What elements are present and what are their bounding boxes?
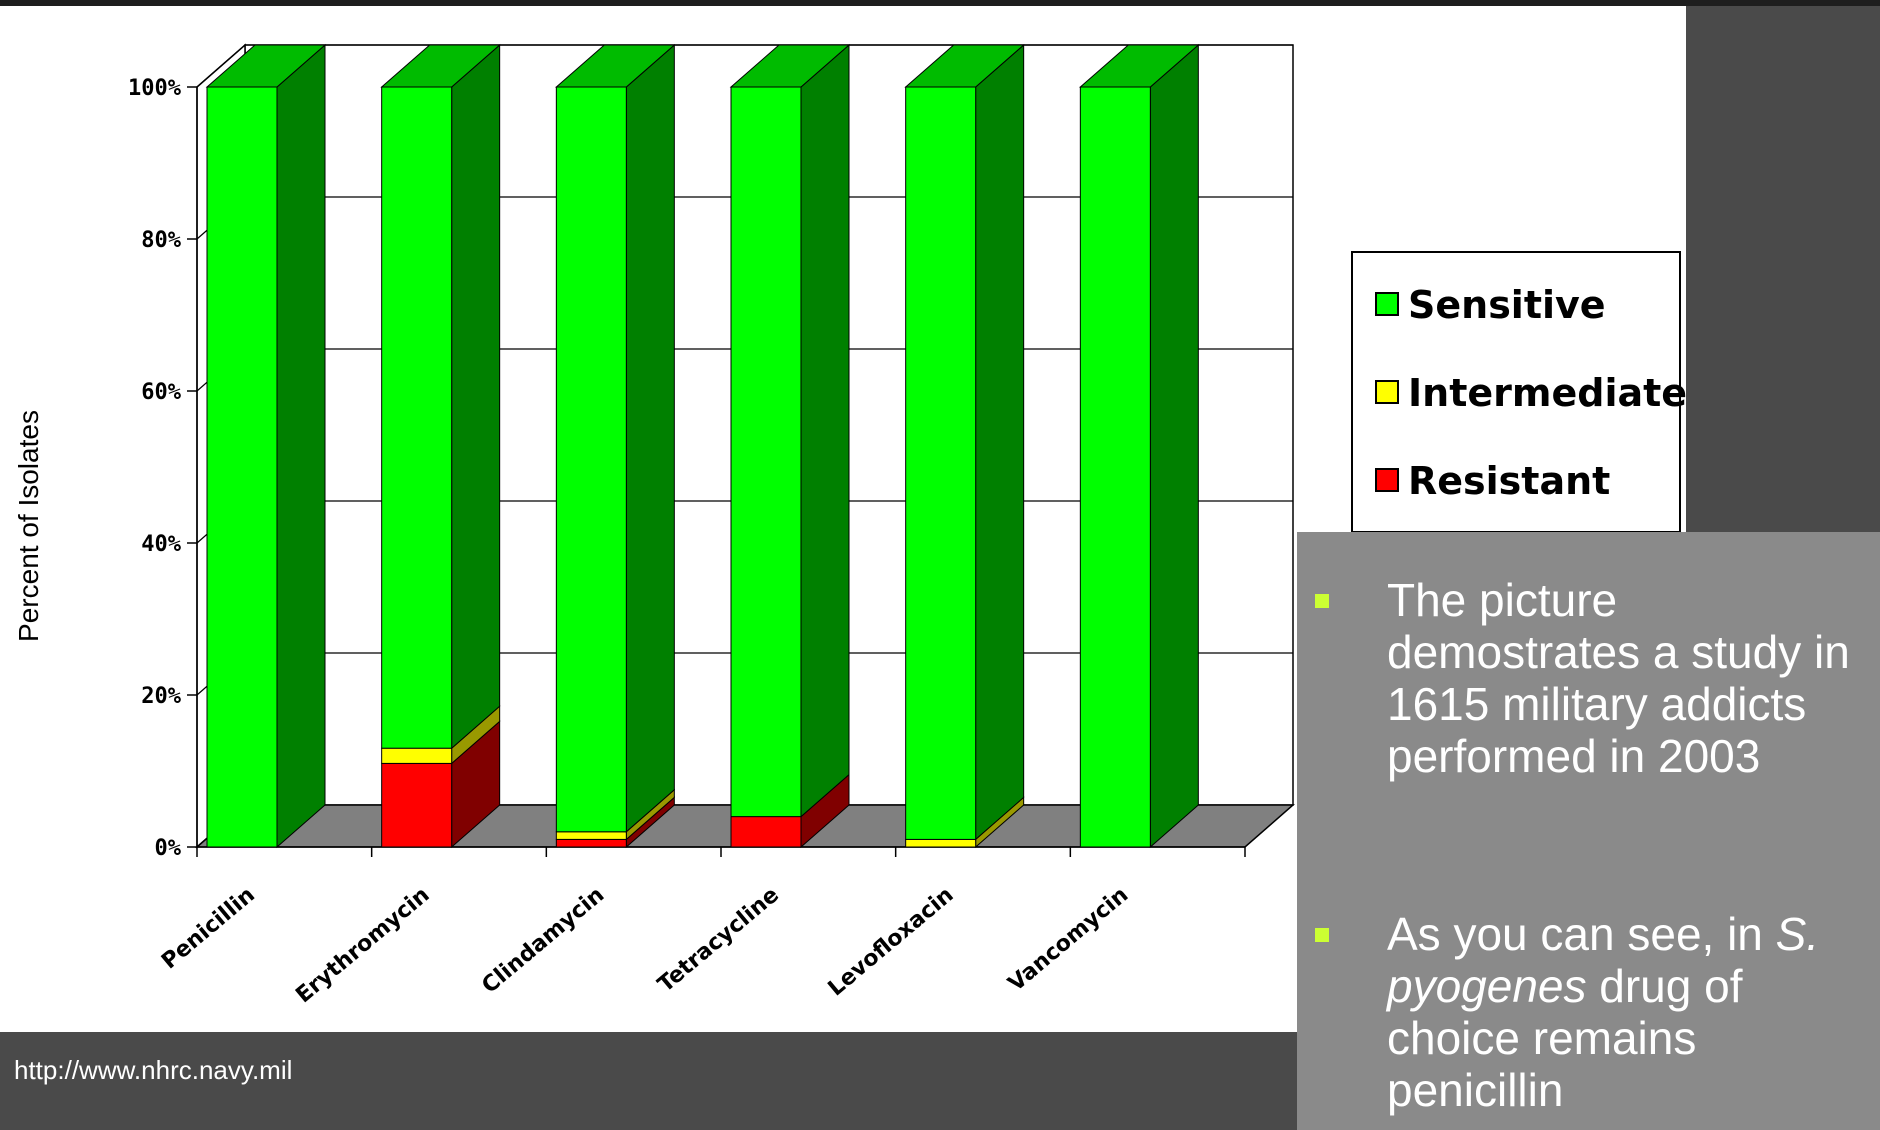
bar-segment [905, 838, 977, 848]
y-tick-label: 100% [128, 76, 182, 101]
bar-segment [1079, 86, 1151, 848]
bullet-textbox: The picture demostrates a study in 1615 … [1297, 532, 1880, 1130]
bar-segment [555, 831, 627, 840]
x-tick-label: Penicillin [157, 882, 260, 974]
y-tick-label: 20% [141, 684, 181, 709]
bar-segment [730, 86, 802, 818]
bar-top [904, 44, 1025, 88]
bar-side [625, 43, 675, 833]
legend-swatch [1375, 468, 1399, 492]
legend-swatch [1375, 380, 1399, 404]
bullet-square-icon [1315, 594, 1329, 608]
bullet-text: The picture demostrates a study in 1615 … [1387, 574, 1850, 782]
bar-segment [206, 86, 278, 848]
bar-side [451, 43, 501, 750]
bullet-text-part: drug of choice remains penicillin [1387, 960, 1743, 1116]
bar-top [729, 44, 851, 88]
legend-box [1351, 251, 1681, 533]
bar-segment [381, 86, 453, 749]
bar-top [205, 44, 327, 88]
bar-side [975, 43, 1025, 841]
bar-top [555, 44, 676, 88]
bar-segment [381, 747, 453, 764]
bar-top [1079, 44, 1200, 88]
legend-swatch [1375, 292, 1399, 316]
legend-label: Intermediate [1408, 371, 1686, 415]
y-tick-label: 60% [141, 380, 181, 405]
bar-top [380, 44, 501, 88]
bar-segment [555, 86, 627, 833]
legend-label: Resistant [1408, 459, 1610, 503]
bullet-text: As you can see, in S. pyogenes drug of c… [1387, 908, 1872, 1116]
source-url: http://www.nhrc.navy.mil [14, 1055, 293, 1085]
bullet-text-italic: S. pyogenes [1387, 908, 1820, 1012]
bar-side [1149, 43, 1199, 849]
x-tick-label: Tetracycline [653, 882, 783, 997]
y-tick-label: 0% [155, 836, 182, 861]
bar-side [800, 43, 850, 818]
x-tick-label: Vancomycin [1004, 882, 1133, 996]
legend-label: Sensitive [1408, 283, 1606, 327]
gridline [196, 44, 1293, 88]
y-tick-label: 80% [141, 228, 181, 253]
x-tick-label: Erythromycin [291, 882, 434, 1008]
bullet-square-icon [1315, 928, 1329, 942]
stacked-bar-chart: 0% 20% 40% 60% 80% 100% Percent of Isolates Pen… [13, 43, 1686, 1008]
bar-segment [905, 86, 977, 840]
bullet-text-part: As you can see, in [1387, 908, 1776, 960]
bar-segment [381, 762, 453, 848]
y-axis-title: Percent of Isolates [13, 410, 44, 642]
y-tick-label: 40% [141, 532, 181, 557]
bar-segment [555, 838, 627, 848]
x-tick-label: Clindamycin [477, 882, 609, 998]
x-tick-label: Levofloxacin [824, 882, 959, 1001]
bar-side [276, 43, 326, 849]
bar-segment [730, 816, 802, 848]
top-bar [0, 0, 1880, 6]
